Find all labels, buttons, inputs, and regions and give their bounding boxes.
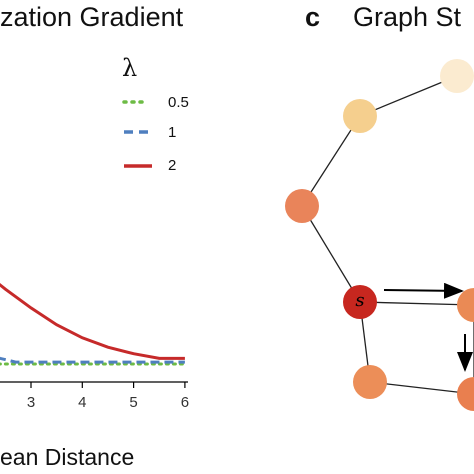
graph-node-n6 [353,365,387,399]
graph-node-n7 [457,377,474,411]
node-label-s: s [355,290,364,311]
x-axis-label: ean Distance [0,444,135,470]
x-tick-label-6: 6 [181,394,189,411]
x-tick-label-5: 5 [129,394,137,411]
graph-edge-n2-n3 [301,115,361,207]
graph-nodes [285,59,474,411]
graph-title: Graph St [353,2,462,32]
chart-title: zation Gradient [0,2,184,32]
graph-edge-n6-n7 [369,381,474,395]
graph-node-n5 [457,288,474,322]
graph-edge-n1-n2 [359,75,458,117]
panel-letter-c: c [305,2,321,32]
x-tick-label-3: 3 [27,394,35,411]
graph-edge-s-n5 [359,301,474,306]
series-lines [0,282,187,366]
x-tick-label-4: 4 [78,394,86,411]
legend-label-2: 2 [168,157,177,174]
x-ticks: 3 4 5 6 [27,382,189,411]
series-line-2 [0,282,185,360]
graph-node-n2 [343,99,377,133]
graph-edge-n3-s [301,205,361,303]
graph-node-n3 [285,189,319,223]
legend-label-0-5: 0.5 [168,94,189,111]
arrow-right [383,282,464,299]
graph-edges [301,75,474,395]
graph-node-s [343,285,377,319]
legend-title: λ [122,54,138,82]
graph-node-n1 [440,59,474,93]
legend-label-1: 1 [168,124,177,141]
series-line-1 [0,356,185,364]
